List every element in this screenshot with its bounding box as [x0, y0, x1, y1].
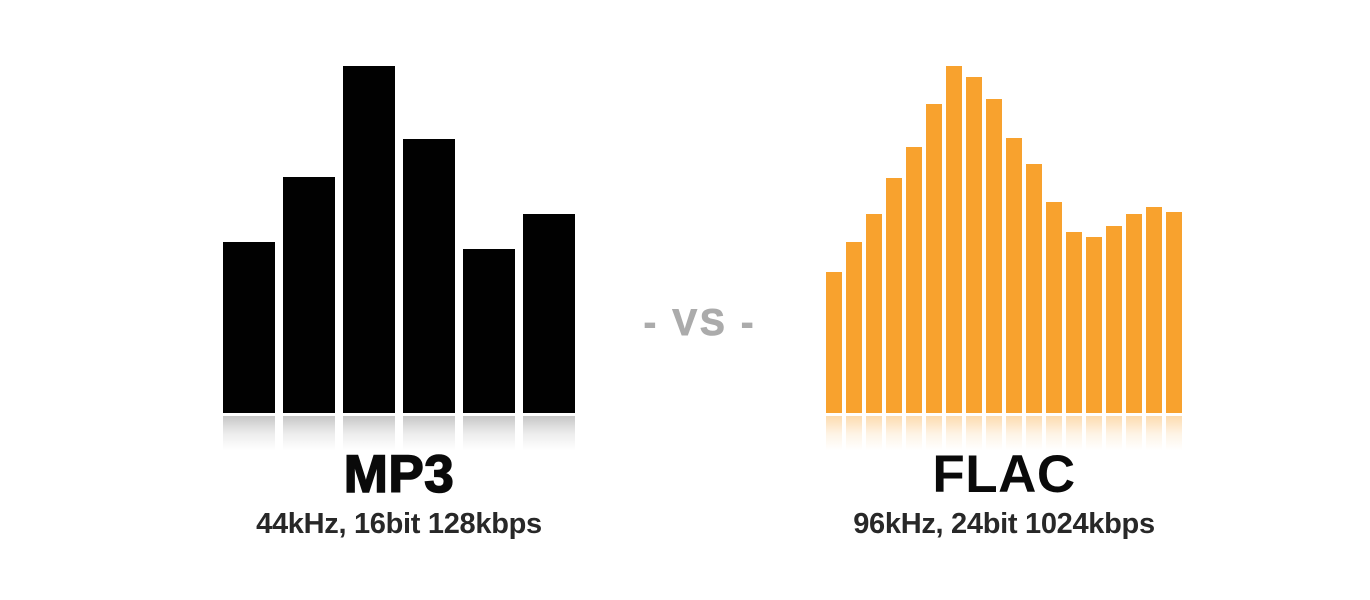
flac-title: FLAC: [932, 445, 1076, 504]
flac-spectrum-bar: [1146, 207, 1162, 452]
flac-spectrum-bar: [1006, 138, 1022, 452]
flac-spectrum-bar: [986, 99, 1002, 452]
mp3-title: MP3: [343, 445, 455, 504]
flac-spectrum-bar: [866, 214, 882, 452]
mp3-spectrum-chart: [223, 66, 575, 452]
mp3-spectrum-bar: [223, 242, 275, 452]
flac-spectrum-bar: [1106, 226, 1122, 452]
flac-spectrum-chart: [826, 66, 1182, 452]
mp3-spectrum-bar: [283, 177, 335, 452]
mp3-label-block: MP3 44kHz, 16bit 128kbps: [223, 445, 575, 540]
flac-spectrum-bar: [886, 178, 902, 452]
flac-spectrum-bar: [906, 147, 922, 452]
flac-spectrum-bar: [1166, 212, 1182, 452]
flac-spectrum-bar: [1026, 164, 1042, 452]
mp3-spectrum-bar: [463, 249, 515, 452]
mp3-spectrum-bar: [523, 214, 575, 452]
flac-spectrum-bar: [966, 77, 982, 452]
flac-spectrum-bar: [1046, 202, 1062, 452]
flac-spectrum-bar: [926, 104, 942, 452]
flac-spectrum-bar: [826, 272, 842, 452]
flac-specs-subtitle: 96kHz, 24bit 1024kbps: [853, 508, 1155, 540]
mp3-specs-subtitle: 44kHz, 16bit 128kbps: [256, 508, 542, 540]
flac-spectrum-bar: [1086, 237, 1102, 452]
flac-spectrum-bar: [1066, 232, 1082, 452]
mp3-spectrum-bar: [343, 66, 395, 452]
flac-spectrum-bar: [946, 66, 962, 452]
flac-label-block: FLAC 96kHz, 24bit 1024kbps: [826, 448, 1182, 540]
flac-spectrum-bar: [846, 242, 862, 452]
flac-spectrum-bar: [1126, 214, 1142, 452]
vs-separator-label: - VS -: [643, 302, 757, 343]
mp3-spectrum-bar: [403, 139, 455, 452]
